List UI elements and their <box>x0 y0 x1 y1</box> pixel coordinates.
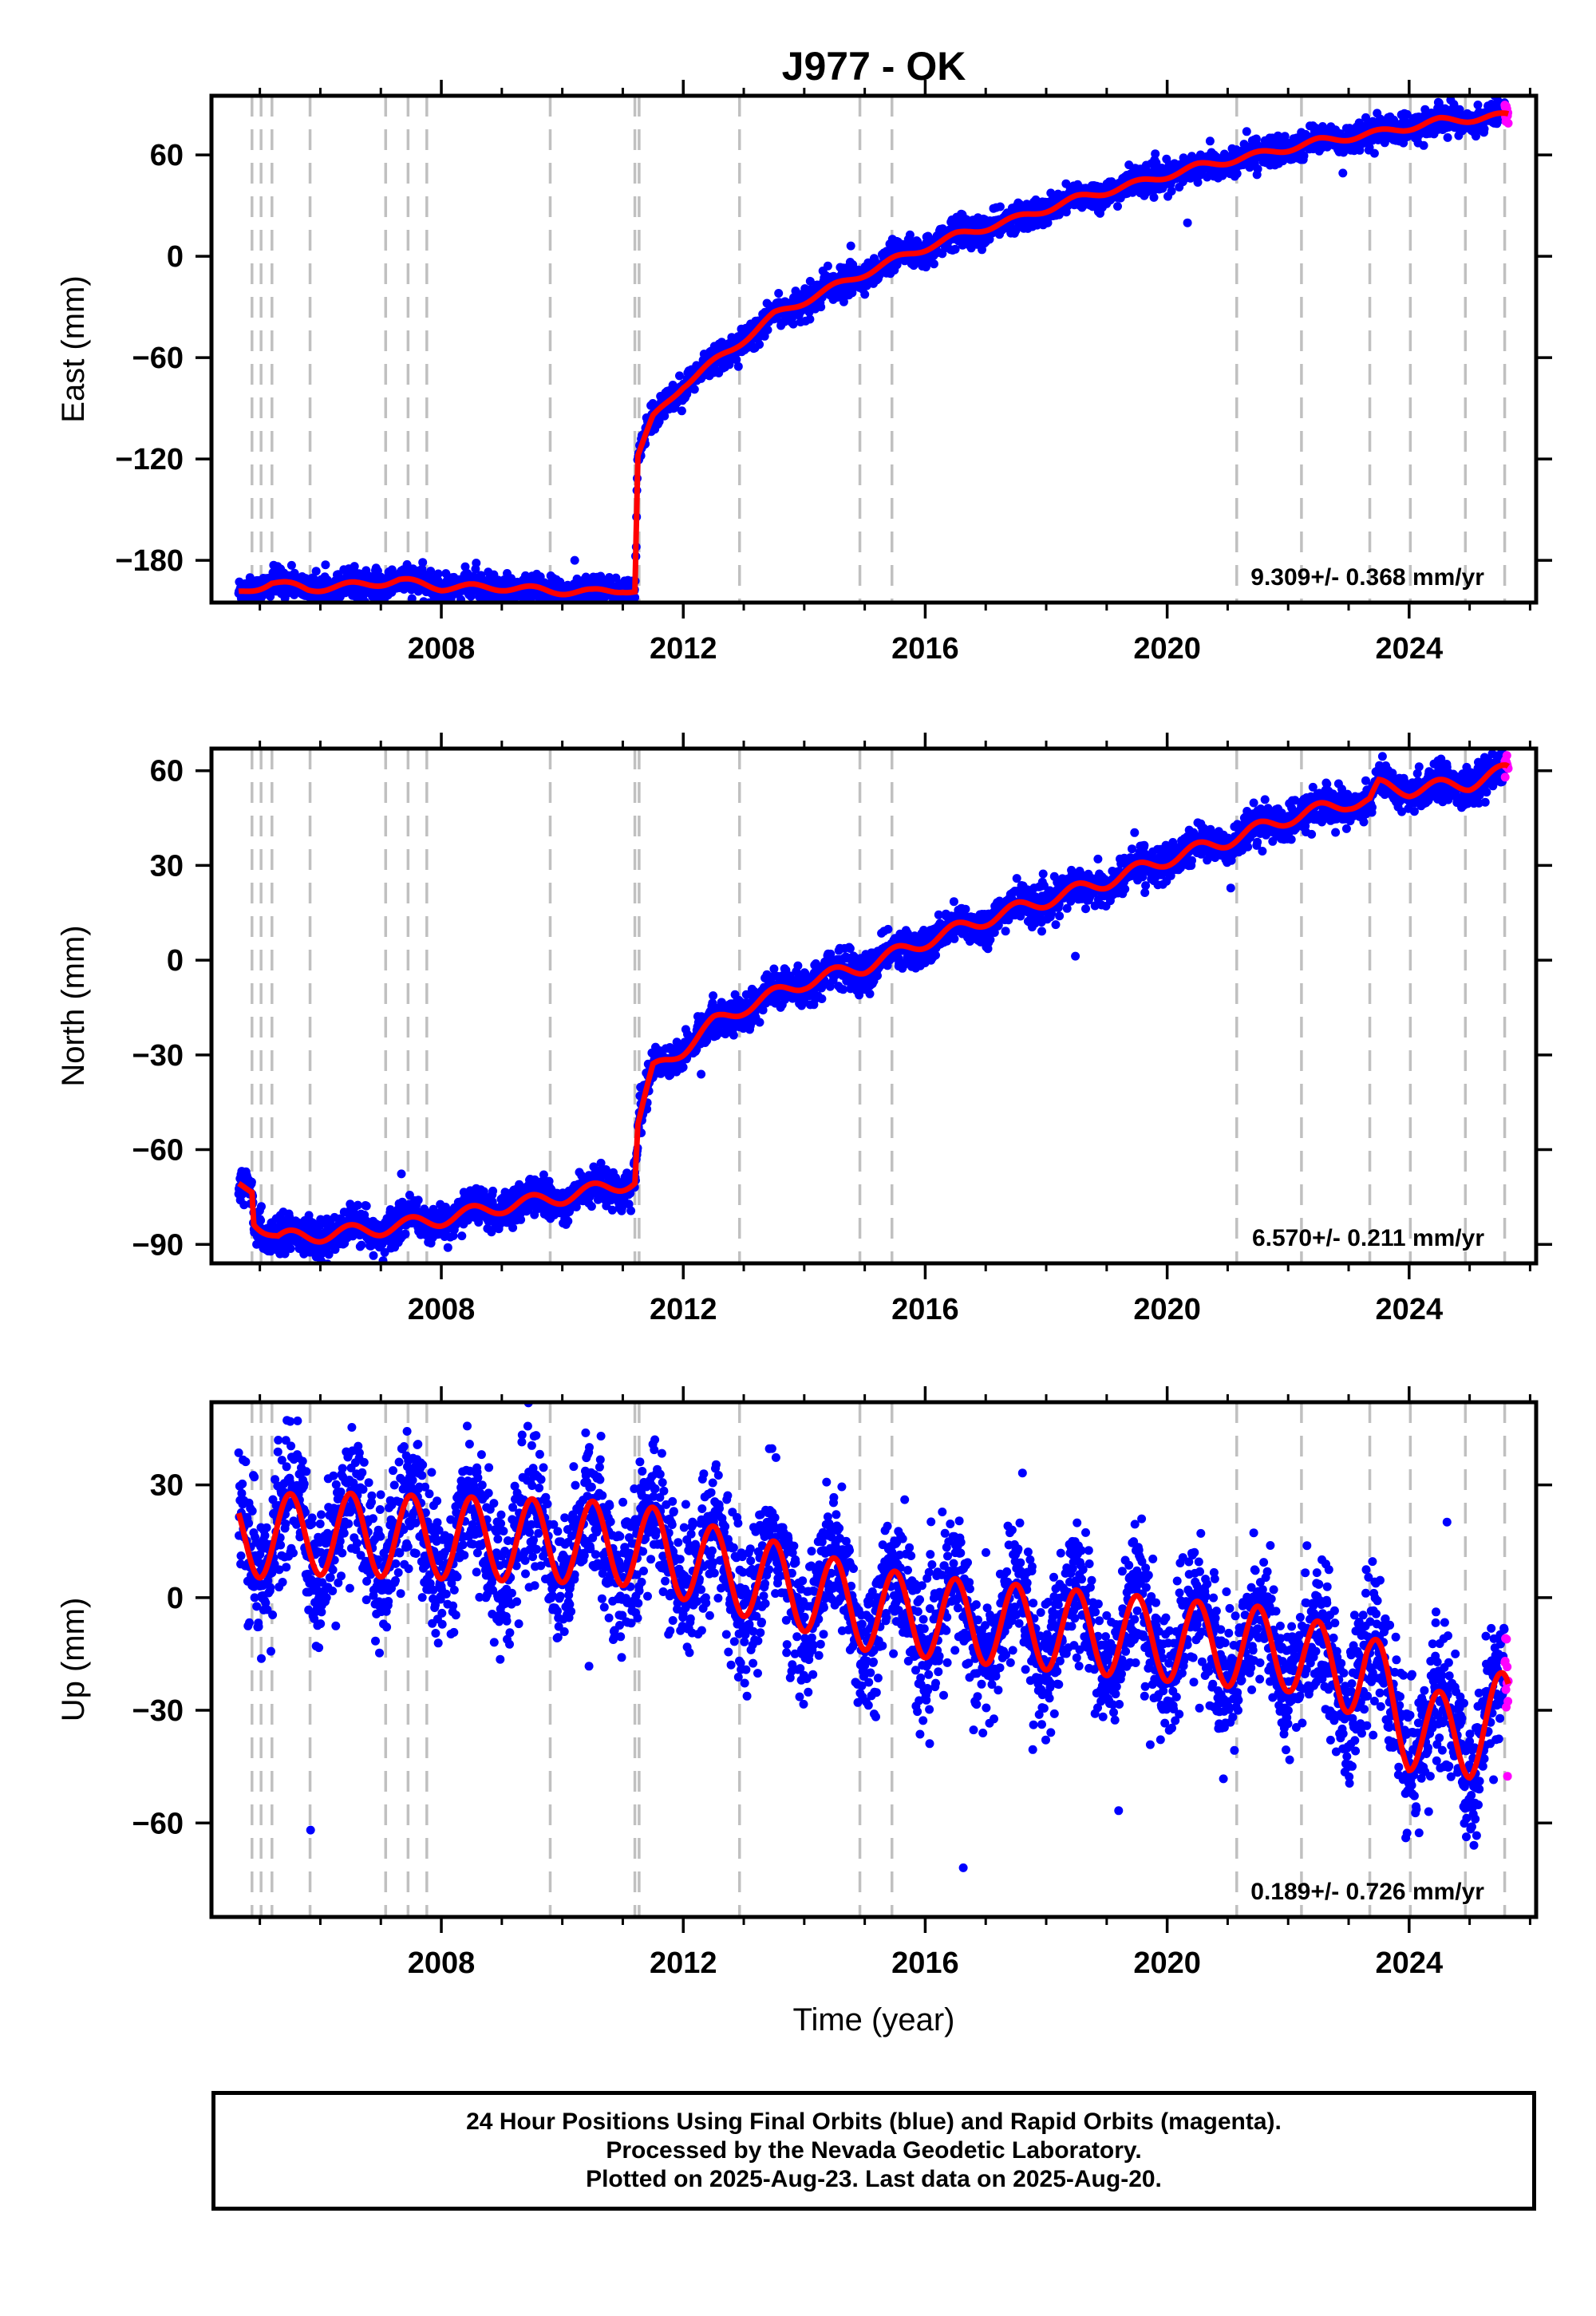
final-orbit-point <box>407 594 417 603</box>
y-tick-label: 60 <box>150 139 184 172</box>
final-orbit-point <box>413 1196 423 1205</box>
final-orbit-point <box>488 1186 498 1196</box>
plot-frame <box>209 93 1539 605</box>
final-orbit-point <box>361 1201 371 1211</box>
final-orbit-point <box>763 325 772 334</box>
final-orbit-point <box>563 1216 573 1226</box>
final-orbit-point <box>1338 168 1348 178</box>
final-orbit-point <box>1149 192 1159 202</box>
final-orbit-point <box>353 1200 362 1210</box>
final-orbit-point <box>508 1223 518 1232</box>
final-orbit-point <box>755 340 764 350</box>
final-orbit-point <box>570 555 579 565</box>
final-orbit-point <box>516 1215 526 1224</box>
final-orbit-point <box>321 560 330 570</box>
final-orbit-point <box>247 1177 256 1187</box>
x-tick-label: 2012 <box>650 632 717 666</box>
final-orbit-point <box>418 558 428 567</box>
final-orbit-point <box>469 621 478 630</box>
final-orbit-point <box>472 559 481 567</box>
y-tick-label: −60 <box>132 342 184 375</box>
final-orbit-point <box>426 567 436 576</box>
final-orbit-point <box>460 562 470 571</box>
x-tick-label: 2020 <box>1133 632 1201 666</box>
final-orbit-point <box>549 604 558 613</box>
final-orbit-point <box>357 1240 366 1250</box>
final-orbit-point <box>1242 127 1251 136</box>
panel-1: 2008 2012 2016 2020 2024 60 0 −60 −120 −180 East (… <box>56 44 1552 666</box>
final-orbit-point <box>846 241 855 251</box>
final-orbit-point <box>1183 218 1192 227</box>
y-tick-label: −180 <box>115 544 184 578</box>
final-orbit-point <box>286 560 296 570</box>
final-orbit-point <box>689 385 699 394</box>
x-tick-label: 2008 <box>408 632 476 666</box>
final-orbit-point <box>286 1244 295 1253</box>
velocity-label: 9.309+/- 0.368 mm/yr <box>1250 564 1484 591</box>
y-tick-label: 0 <box>167 240 184 274</box>
final-orbit-point <box>369 1251 378 1260</box>
final-orbit-point <box>677 406 686 416</box>
final-orbit-point <box>626 604 635 613</box>
panel-2: 2008 2012 2016 2020 202460300−30−60−90North … <box>56 733 1552 1326</box>
final-orbit-point <box>675 371 684 381</box>
final-orbit-point <box>311 567 321 576</box>
final-orbit-point <box>401 1229 410 1239</box>
final-orbit-point <box>995 202 1005 211</box>
chart-title: J977 - OK <box>782 44 966 89</box>
final-orbit-point <box>433 569 443 579</box>
final-orbit-point <box>1369 148 1379 158</box>
final-orbit-point <box>732 355 741 365</box>
final-orbit-point <box>1443 132 1452 142</box>
x-tick-label: 2016 <box>891 632 959 666</box>
final-orbit-point <box>1473 101 1483 109</box>
x-tick-label: 2024 <box>1376 632 1444 666</box>
final-orbit-point <box>805 314 815 324</box>
y-axis-title: East (mm) <box>56 275 91 422</box>
final-orbit-point <box>1479 124 1489 133</box>
final-orbit-point <box>733 362 743 371</box>
final-orbit-point <box>350 562 359 571</box>
final-orbit-point <box>1205 136 1215 146</box>
final-orbit-point <box>1113 202 1122 211</box>
final-orbit-point <box>1167 187 1176 196</box>
final-orbit-point <box>860 290 870 299</box>
y-tick-label: −120 <box>115 443 184 476</box>
final-orbit-point <box>816 302 826 312</box>
final-orbit-point <box>257 1202 266 1211</box>
final-orbit-point <box>1232 169 1242 179</box>
final-orbit-point <box>266 591 275 601</box>
final-orbit-point <box>457 1231 467 1241</box>
final-orbit-point <box>1151 149 1160 159</box>
final-orbit-point <box>256 1215 266 1225</box>
final-orbit-point <box>551 607 560 616</box>
final-orbit-point <box>823 261 832 271</box>
final-orbit-point <box>465 612 474 621</box>
final-orbit-point <box>397 1169 406 1179</box>
final-orbit-point <box>1419 140 1428 150</box>
final-orbit-point <box>774 289 784 298</box>
final-orbit-point <box>660 411 670 421</box>
final-orbit-point <box>630 593 640 603</box>
final-orbit-point <box>1253 164 1262 174</box>
final-orbit-point <box>443 1243 452 1252</box>
model-fit-line <box>238 110 1510 598</box>
rapid-orbit-point <box>1503 118 1513 128</box>
final-orbit-point <box>929 259 938 269</box>
